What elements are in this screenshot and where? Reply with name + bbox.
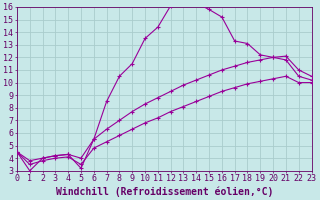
X-axis label: Windchill (Refroidissement éolien,°C): Windchill (Refroidissement éolien,°C) (56, 186, 273, 197)
